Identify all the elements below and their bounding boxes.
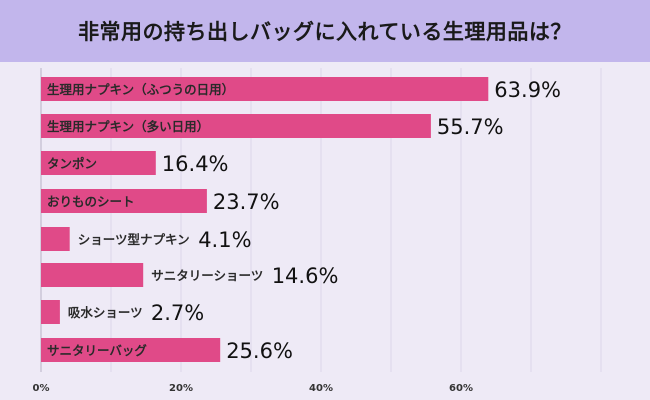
bar bbox=[41, 77, 489, 101]
value-label: 4.1% bbox=[198, 228, 251, 252]
x-tick-label: 0% bbox=[33, 383, 50, 394]
category-label: サニタリーバッグ bbox=[47, 343, 147, 358]
value-label: 16.4% bbox=[162, 152, 229, 176]
bar bbox=[41, 263, 144, 287]
category-label: 吸水ショーツ bbox=[68, 305, 143, 320]
category-label: サニタリーショーツ bbox=[151, 268, 263, 283]
bar bbox=[41, 189, 207, 213]
bar bbox=[41, 300, 60, 324]
value-label: 25.6% bbox=[226, 339, 293, 363]
x-tick-label: 40% bbox=[309, 383, 333, 394]
value-label: 2.7% bbox=[151, 301, 204, 325]
category-label: 生理用ナプキン（多い日用） bbox=[47, 119, 209, 134]
bar bbox=[41, 338, 221, 362]
x-tick-label: 20% bbox=[169, 383, 193, 394]
value-label: 23.7% bbox=[213, 190, 280, 214]
bar bbox=[41, 227, 70, 251]
title-band: 非常用の持ち出しバッグに入れている生理用品は？ bbox=[0, 0, 650, 62]
value-label: 14.6% bbox=[272, 264, 339, 288]
chart-title: 非常用の持ち出しバッグに入れている生理用品は？ bbox=[78, 20, 572, 44]
x-tick-label: 60% bbox=[449, 383, 473, 394]
category-label: ショーツ型ナプキン bbox=[78, 232, 190, 247]
bar bbox=[41, 114, 431, 138]
value-label: 55.7% bbox=[437, 115, 504, 139]
bar bbox=[41, 151, 156, 175]
value-label: 63.9% bbox=[494, 78, 561, 102]
category-label: タンポン bbox=[47, 156, 97, 171]
category-label: 生理用ナプキン（ふつうの日用） bbox=[47, 82, 234, 97]
category-label: おりものシート bbox=[47, 194, 135, 209]
